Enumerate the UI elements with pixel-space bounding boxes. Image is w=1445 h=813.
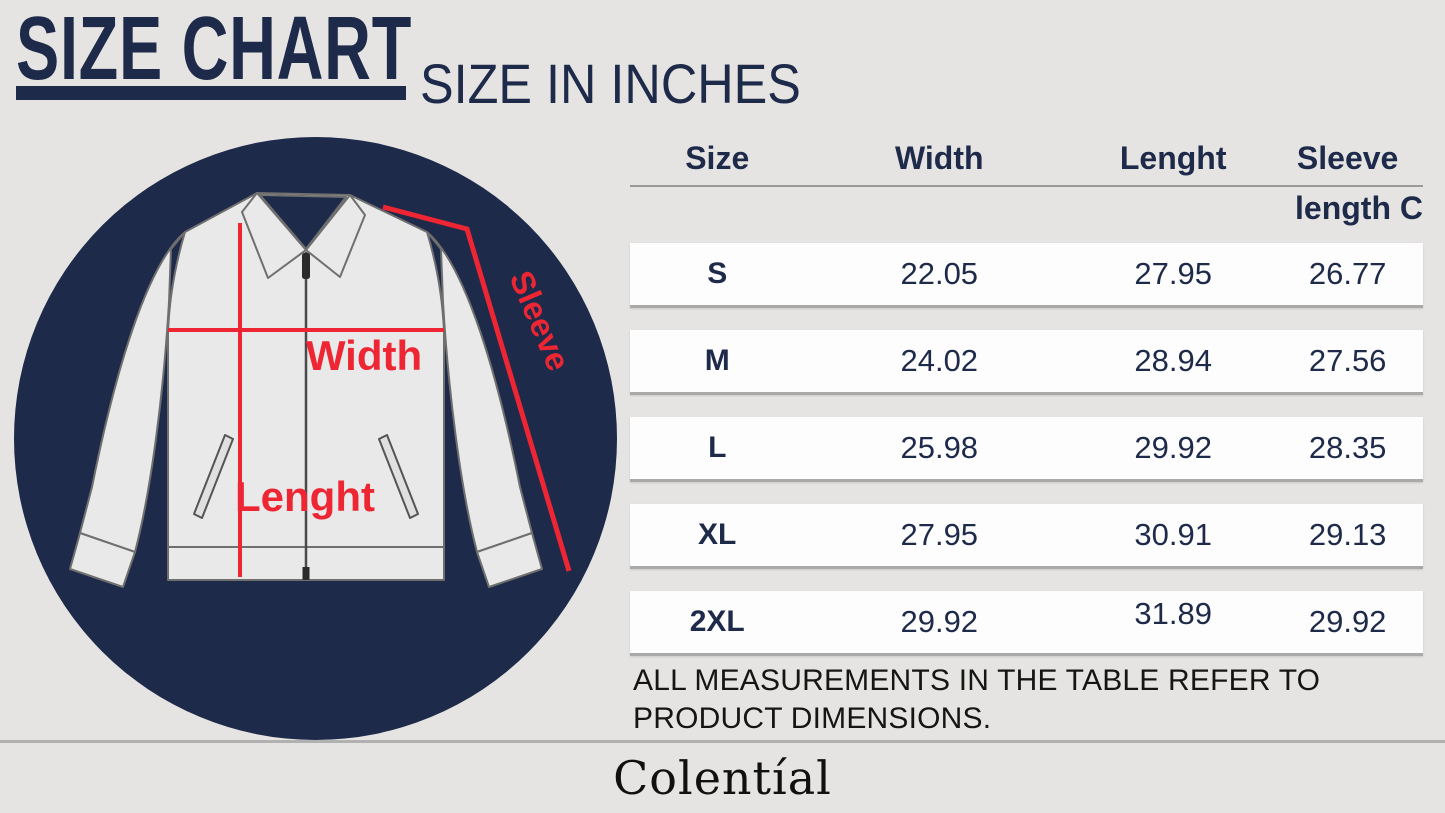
width-cell: 27.95 bbox=[900, 517, 979, 552]
size-table: S 22.05 27.95 26.77 M 24.02 28.94 27.56 … bbox=[630, 243, 1423, 678]
length-cell: 31.89 bbox=[1134, 596, 1212, 631]
size-cell: L bbox=[708, 431, 727, 464]
column-header-sleeve: Sleeve bbox=[1296, 140, 1399, 176]
width-cell: 29.92 bbox=[900, 604, 979, 639]
length-cell: 28.94 bbox=[1134, 343, 1212, 378]
footer-divider bbox=[0, 740, 1445, 743]
jacket-diagram-badge: Width Lenght Sleeve bbox=[14, 137, 617, 740]
length-cell: 27.95 bbox=[1134, 256, 1212, 291]
jacket-zipper-pull bbox=[302, 253, 310, 279]
sleeve-cell: 29.13 bbox=[1308, 517, 1387, 552]
width-cell: 25.98 bbox=[900, 430, 979, 465]
width-label: Width bbox=[306, 332, 422, 379]
size-cell: M bbox=[704, 344, 730, 377]
jacket-collar-right bbox=[305, 194, 366, 278]
width-cell: 22.05 bbox=[900, 256, 979, 291]
measurement-lines bbox=[168, 204, 572, 577]
brand-logo: Colentíal bbox=[613, 751, 832, 805]
size-cell: 2XL bbox=[689, 605, 745, 638]
column-header-length: Lenght bbox=[1119, 140, 1227, 176]
size-cell: S bbox=[707, 257, 728, 290]
table-row: M 24.02 28.94 27.56 bbox=[630, 330, 1423, 395]
table-header: Size Width Lenght Sleeve bbox=[630, 140, 1423, 187]
column-header-width: Width bbox=[894, 140, 984, 176]
jacket-zipper-stop bbox=[302, 567, 310, 580]
column-header-sleeve-line2: length C bbox=[1295, 190, 1423, 226]
table-row: 2XL 29.92 31.89 29.92 bbox=[630, 591, 1423, 656]
measurement-note: ALL MEASUREMENTS IN THE TABLE REFER TO P… bbox=[633, 664, 1321, 735]
jacket-right-pocket bbox=[378, 434, 419, 519]
width-cell: 24.02 bbox=[900, 343, 979, 378]
jacket-collar-left bbox=[241, 192, 307, 279]
table-row: S 22.05 27.95 26.77 bbox=[630, 243, 1423, 308]
length-cell: 30.91 bbox=[1134, 517, 1212, 552]
length-cell: 29.92 bbox=[1134, 430, 1212, 465]
size-cell: XL bbox=[698, 518, 737, 551]
sleeve-cell: 28.35 bbox=[1308, 430, 1387, 465]
jacket-left-pocket bbox=[193, 434, 234, 519]
sleeve-measure-line bbox=[382, 204, 572, 572]
sleeve-cell: 26.77 bbox=[1308, 256, 1387, 291]
jacket-left-cuff bbox=[69, 532, 136, 588]
page-title: SIZE CHART bbox=[16, 0, 413, 99]
sleeve-cell: 29.92 bbox=[1308, 604, 1387, 639]
jacket-diagram: Width Lenght Sleeve bbox=[14, 137, 617, 740]
length-label: Lenght bbox=[235, 473, 375, 520]
page-subtitle: SIZE IN INCHES bbox=[420, 52, 801, 115]
jacket-right-cuff bbox=[476, 532, 543, 588]
column-header-size: Size bbox=[685, 140, 750, 176]
title-underline bbox=[16, 86, 406, 100]
table-row: L 25.98 29.92 28.35 bbox=[630, 417, 1423, 482]
sleeve-cell: 27.56 bbox=[1308, 343, 1387, 378]
table-row: XL 27.95 30.91 29.13 bbox=[630, 504, 1423, 569]
